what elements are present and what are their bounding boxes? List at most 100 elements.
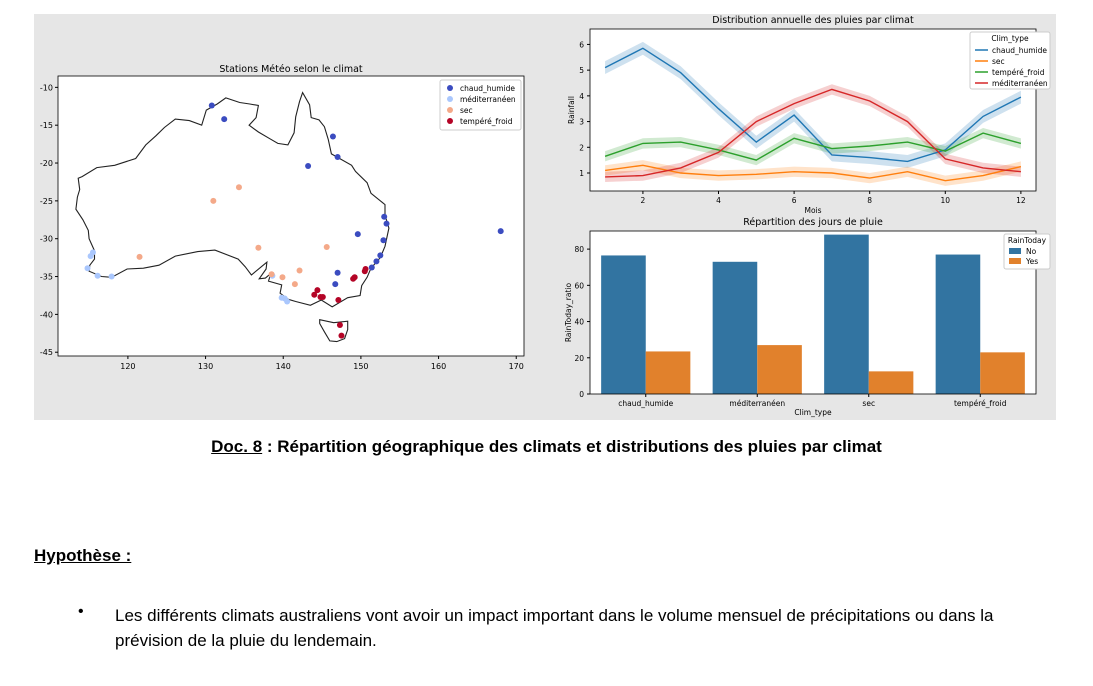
station-point: [311, 291, 318, 298]
station-point: [94, 272, 101, 279]
chart-title: Distribution annuelle des pluies par cli…: [712, 15, 914, 26]
hypothesis-list: • Les différents climats australiens von…: [78, 603, 1058, 653]
hypothesis-item: Les différents climats australiens vont …: [115, 606, 994, 650]
station-point: [108, 273, 115, 280]
series-line: [604, 47, 1022, 163]
document-caption: Doc. 8 : Répartition géographique des cl…: [0, 437, 1093, 457]
x-tick-label: chaud_humide: [618, 399, 673, 408]
station-point: [362, 265, 369, 272]
station-point: [221, 116, 228, 123]
legend-label: Yes: [1025, 257, 1038, 266]
station-point: [381, 213, 388, 220]
station-point: [335, 297, 342, 303]
x-tick-label: 160: [431, 362, 446, 371]
station-point: [373, 258, 380, 265]
station-point: [279, 274, 286, 281]
y-tick-label: 2: [579, 143, 584, 152]
legend-label: chaud_humide: [992, 46, 1047, 55]
station-point: [296, 267, 303, 274]
legend-title: Clim_type: [991, 34, 1029, 43]
y-tick-label: 1: [579, 169, 584, 178]
legend-label: tempéré_froid: [460, 117, 513, 126]
y-tick-label: 0: [579, 390, 584, 399]
bar: [645, 351, 691, 394]
series-line: [604, 132, 1022, 161]
x-tick-label: 150: [353, 362, 368, 371]
line-chart: Distribution annuelle des pluies par cli…: [567, 15, 1051, 215]
y-tick-label: -25: [40, 197, 53, 206]
legend-marker: [1009, 248, 1021, 254]
x-tick-label: 8: [867, 196, 872, 205]
y-tick-label: -40: [40, 310, 53, 319]
tasmania-coastline: [319, 319, 349, 343]
series-line: [605, 88, 1021, 178]
bar: [712, 261, 758, 394]
x-tick-label: 6: [792, 196, 797, 205]
bar: [601, 255, 646, 394]
station-point: [84, 265, 91, 272]
legend-label: méditerranéen: [460, 95, 516, 104]
x-tick-label: tempéré_froid: [954, 399, 1007, 408]
x-axis-label: Clim_type: [794, 408, 832, 417]
bar-chart: Répartition des jours de pluie chaud_humi…: [564, 217, 1051, 417]
station-point: [314, 287, 321, 294]
x-tick-label: 4: [716, 196, 721, 205]
legend-marker: [447, 96, 453, 102]
station-point: [210, 197, 217, 204]
legend-label: méditerranéen: [992, 79, 1048, 88]
station-point: [208, 102, 215, 109]
legend-label: tempéré_froid: [992, 68, 1045, 77]
station-point: [268, 271, 275, 278]
x-tick-label: méditerranéen: [729, 399, 785, 408]
legend-marker: [447, 107, 453, 113]
y-tick-label: 6: [579, 40, 584, 49]
series-line: [605, 164, 1022, 182]
y-tick-label: 5: [579, 66, 584, 75]
station-point: [497, 228, 504, 235]
plot-frame: [589, 28, 1037, 192]
legend-box: [969, 31, 1051, 90]
legend-marker: [447, 85, 453, 91]
station-point: [338, 332, 345, 339]
y-tick-label: 3: [579, 118, 584, 127]
confidence-band: [605, 128, 1021, 166]
bar: [980, 352, 1025, 394]
y-tick-label: 4: [579, 92, 584, 101]
x-tick-label: 170: [509, 362, 524, 371]
station-point: [383, 220, 390, 227]
y-axis-label: Rainfall: [567, 96, 576, 124]
x-tick-label: 12: [1016, 196, 1026, 205]
station-point: [235, 184, 242, 191]
station-point: [334, 269, 341, 276]
x-tick-label: 140: [276, 362, 291, 371]
x-tick-label: 130: [198, 362, 213, 371]
legend-label: chaud_humide: [460, 84, 515, 93]
y-tick-label: -45: [40, 348, 53, 357]
bullet-icon: •: [78, 603, 84, 620]
y-tick-label: 20: [574, 354, 584, 363]
bar: [935, 254, 981, 394]
x-axis-label: Mois: [804, 206, 821, 215]
chart-title: Répartition des jours de pluie: [743, 217, 883, 228]
station-point: [336, 321, 343, 328]
plot-frame: [589, 230, 1037, 395]
station-point: [354, 231, 361, 238]
bar: [757, 345, 802, 394]
confidence-band: [605, 84, 1021, 182]
y-tick-label: -35: [40, 273, 53, 282]
station-point: [368, 264, 375, 271]
y-tick-label: 40: [574, 318, 584, 327]
station-point: [323, 244, 330, 251]
station-point: [319, 293, 326, 300]
legend-title: RainToday: [1008, 236, 1047, 245]
station-point: [255, 244, 262, 251]
bar: [824, 234, 869, 394]
doc-reference: Doc. 8: [211, 437, 263, 456]
station-point: [136, 253, 143, 260]
legend-marker: [447, 118, 453, 124]
station-point: [305, 163, 312, 170]
station-point: [291, 281, 298, 288]
station-point: [334, 153, 341, 160]
station-point: [329, 133, 336, 140]
legend-box: [439, 79, 522, 131]
